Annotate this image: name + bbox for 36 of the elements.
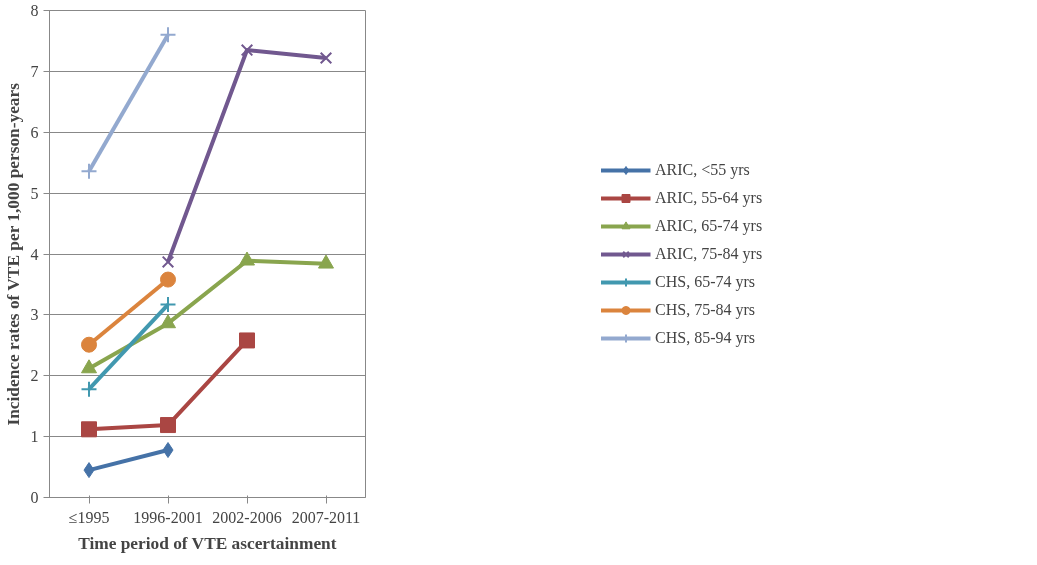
legend-label: ARIC, 75-84 yrs <box>655 244 764 263</box>
point <box>159 296 177 314</box>
y-tick-label: 2 <box>30 367 39 385</box>
legend-label: CHS, 85-94 yrs <box>655 328 756 347</box>
y-tick-label: 8 <box>30 2 39 19</box>
legend-label: ARIC, 55-64 yrs <box>655 188 764 207</box>
point <box>160 271 176 288</box>
legend-label: CHS, 75-84 yrs <box>655 300 756 319</box>
point <box>240 43 254 57</box>
point <box>160 417 176 434</box>
y-tick-label: 0 <box>30 489 39 506</box>
y-tick-label: 5 <box>30 184 39 202</box>
point <box>160 314 176 329</box>
point <box>80 380 98 398</box>
legend-label: ARIC, 65-74 yrs <box>655 216 764 235</box>
y-tick-label: 4 <box>30 245 39 263</box>
point <box>81 421 97 438</box>
y-axis-title: Incidence rates of VTE per 1,000 person-years <box>3 82 23 426</box>
y-tick-label: 7 <box>30 62 39 80</box>
point <box>80 162 98 180</box>
x-axis-title: Time period of VTE ascertainment <box>78 533 337 553</box>
point <box>319 51 333 65</box>
point <box>81 359 97 374</box>
point <box>161 255 175 269</box>
x-tick-label: 1996-2001 <box>133 508 203 526</box>
x-tick-label: 2002-2006 <box>212 508 282 526</box>
x-tick-label: ≤1995 <box>68 508 110 526</box>
point <box>81 336 97 353</box>
y-tick-label: 6 <box>30 123 39 141</box>
legend-label: CHS, 65-74 yrs <box>655 272 756 291</box>
legend-label: ARIC, <55 yrs <box>655 160 751 179</box>
point <box>239 332 255 349</box>
x-tick-label: 2007-2011 <box>291 508 361 526</box>
y-tick-label: 1 <box>30 428 39 446</box>
point <box>159 26 177 44</box>
y-tick-label: 3 <box>30 306 39 324</box>
